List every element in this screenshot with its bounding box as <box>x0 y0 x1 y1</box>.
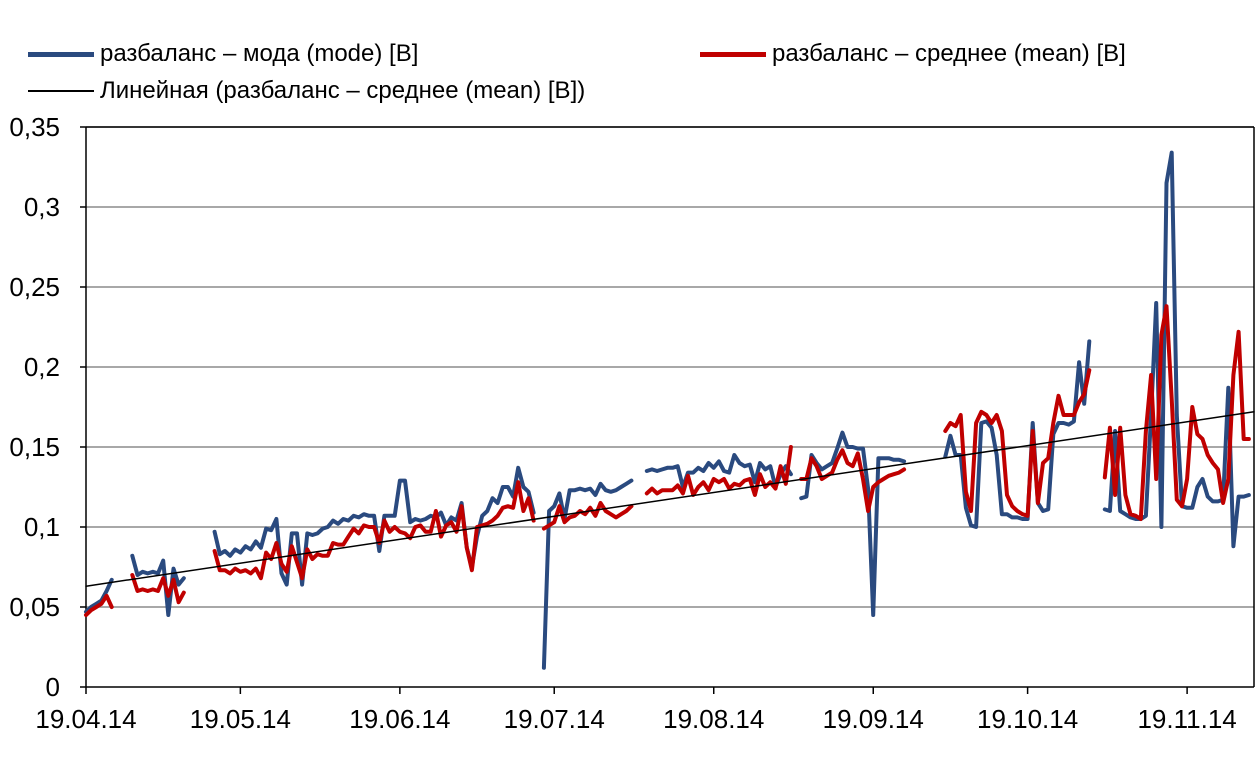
legend-item-trend: Линейная (разбаланс – среднее (mean) [В]… <box>28 77 585 105</box>
series-line <box>212 465 536 587</box>
y-tick-label: 0,3 <box>24 192 60 222</box>
legend-label-trend: Линейная (разбаланс – среднее (mean) [В]… <box>100 77 586 104</box>
y-tick-label: 0,35 <box>9 112 60 142</box>
series-2 <box>85 411 1255 587</box>
y-tick-label: 0,05 <box>9 592 60 622</box>
x-tick-label: 19.06.14 <box>349 704 450 734</box>
trend-line <box>85 411 1255 587</box>
series-line <box>799 448 907 513</box>
series-line <box>130 553 186 617</box>
x-tick-label: 19.09.14 <box>823 704 924 734</box>
x-tick-label: 19.10.14 <box>977 704 1078 734</box>
series-line <box>1102 304 1251 521</box>
legend-swatch-trend <box>28 90 94 92</box>
axes <box>80 126 1255 694</box>
series-line <box>130 573 186 605</box>
series-line <box>212 480 536 581</box>
series-1 <box>84 304 1251 617</box>
series-line <box>541 478 634 670</box>
plot-area <box>84 150 1255 670</box>
legend-swatch-mean <box>700 51 766 57</box>
series-line <box>644 445 793 497</box>
y-tick-label: 0,15 <box>9 432 60 462</box>
x-tick-label: 19.08.14 <box>663 704 764 734</box>
series-0 <box>84 150 1251 670</box>
legend-item-mode: разбаланс – мода (mode) [В] <box>28 40 418 68</box>
legend-swatch-mode <box>28 51 94 57</box>
legend-item-mean: разбаланс – среднее (mean) [В] <box>700 40 1126 68</box>
series-line <box>84 577 114 614</box>
y-tick-label: 0 <box>46 672 60 702</box>
series-line <box>1102 150 1251 549</box>
series-line <box>644 453 793 489</box>
series-line <box>799 430 907 617</box>
legend-label-mean: разбаланс – среднее (mean) [В] <box>772 40 1126 67</box>
y-tick-label: 0,2 <box>24 352 60 382</box>
x-tick-labels: 19.04.14 19.05.14 19.06.14 19.07.14 19.08.14… <box>35 704 1236 734</box>
x-tick-label: 19.05.14 <box>190 704 291 734</box>
x-tick-label: 19.04.14 <box>35 704 136 734</box>
x-tick-label: 19.07.14 <box>504 704 605 734</box>
legend-label-mode: разбаланс – мода (mode) [В] <box>100 40 419 67</box>
y-tick-label: 0,1 <box>24 512 60 542</box>
y-tick-labels: 0 0,05 0,1 0,15 0,2 0,25 0,3 0,35 <box>9 112 60 702</box>
series-line <box>84 593 114 617</box>
series-line <box>943 339 1092 529</box>
series-line <box>943 368 1092 518</box>
y-tick-label: 0,25 <box>9 272 60 302</box>
x-tick-label: 19.11.14 <box>1137 704 1236 734</box>
